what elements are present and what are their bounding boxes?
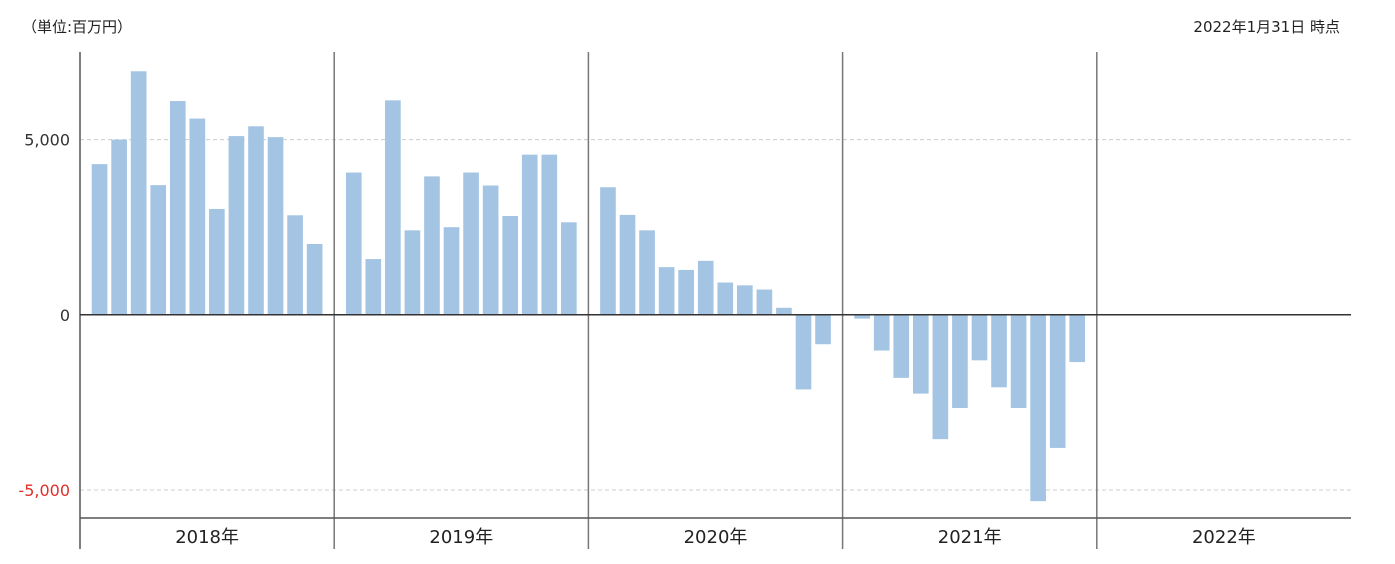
bar	[306, 244, 323, 315]
bar	[619, 214, 636, 315]
bar	[463, 172, 479, 315]
bar	[365, 259, 382, 315]
x-year-label: 2018年	[175, 527, 239, 548]
y-tick-label: 5,000	[24, 131, 70, 150]
x-year-label: 2019年	[429, 527, 493, 548]
bar	[1049, 314, 1066, 448]
bar	[756, 289, 773, 315]
bar	[795, 314, 812, 390]
bar	[1069, 314, 1086, 363]
bar	[502, 215, 519, 315]
bar	[678, 269, 694, 315]
x-year-label: 2020年	[684, 527, 748, 548]
bar	[815, 314, 831, 345]
bar	[541, 154, 558, 315]
bar	[932, 314, 949, 440]
bar	[561, 222, 577, 315]
y-tick-label: 0	[60, 306, 70, 325]
bar	[130, 71, 147, 315]
bar	[169, 101, 186, 315]
bar	[443, 227, 460, 315]
bar	[267, 137, 284, 315]
bar	[385, 100, 401, 315]
bar	[658, 267, 675, 315]
bar	[1010, 314, 1027, 408]
bar	[150, 185, 167, 315]
bar	[717, 282, 734, 315]
bar	[228, 136, 245, 315]
bar	[111, 139, 127, 315]
y-tick-label: -5,000	[18, 481, 70, 500]
bar	[189, 118, 206, 315]
bar	[952, 314, 968, 408]
bar	[482, 185, 499, 315]
bar	[873, 314, 890, 351]
unit-label: （単位:百万円）	[22, 18, 133, 36]
bar	[404, 230, 421, 315]
bar	[991, 314, 1007, 388]
bar	[737, 285, 753, 315]
bar	[248, 126, 264, 315]
x-year-label: 2021年	[938, 527, 1002, 548]
bar	[776, 307, 792, 315]
bar	[424, 176, 440, 315]
bar	[91, 164, 108, 315]
bar	[697, 260, 714, 315]
bar	[1030, 314, 1046, 502]
bar	[521, 154, 538, 315]
as-of-date-label: 2022年1月31日 時点	[1193, 18, 1340, 36]
bar	[639, 230, 655, 315]
bar	[912, 314, 929, 394]
bar	[893, 314, 910, 378]
bar	[345, 172, 362, 315]
bar	[287, 215, 303, 315]
bar	[600, 187, 616, 315]
bar	[854, 314, 870, 319]
bar	[971, 314, 988, 361]
bar	[209, 208, 225, 315]
x-year-label: 2022年	[1192, 527, 1256, 548]
